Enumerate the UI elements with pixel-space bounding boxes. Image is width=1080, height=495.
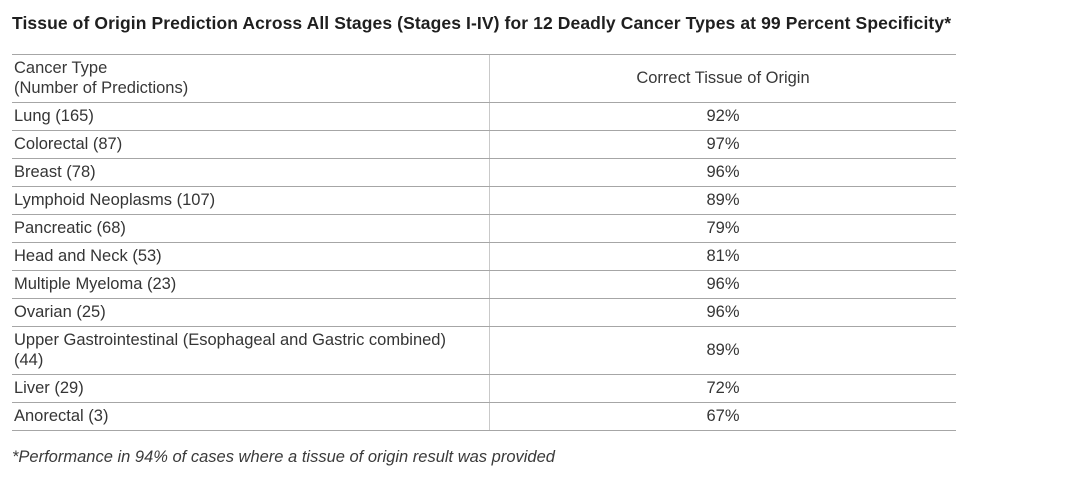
footnote: *Performance in 94% of cases where a tis… <box>12 448 555 466</box>
table-row: Liver (29) 72% <box>12 375 956 403</box>
table-row: Breast (78) 96% <box>12 159 956 187</box>
percentage-cell: 97% <box>706 135 740 153</box>
table-row: Head and Neck (53) 81% <box>12 243 956 271</box>
figure-title: Tissue of Origin Prediction Across All S… <box>12 13 952 33</box>
table-row: Ovarian (25) 96% <box>12 299 956 327</box>
cancer-type-cell: Multiple Myeloma (23) <box>12 271 490 298</box>
cancer-type-cell: Lung (165) <box>12 103 490 130</box>
table-row: Lymphoid Neoplasms (107) 89% <box>12 187 956 215</box>
cancer-type-cell: Breast (78) <box>12 159 490 186</box>
percentage-cell: 81% <box>706 247 740 265</box>
cancer-type-cell: Upper Gastrointestinal (Esophageal and G… <box>12 327 490 374</box>
cancer-type-cell: Anorectal (3) <box>12 403 490 430</box>
cancer-type-cell: Lymphoid Neoplasms (107) <box>12 187 490 214</box>
percentage-cell: 96% <box>706 275 740 293</box>
percentage-cell: 79% <box>706 219 740 237</box>
percentage-cell: 96% <box>706 163 740 181</box>
cancer-type-cell: Colorectal (87) <box>12 131 490 158</box>
percentage-cell: 89% <box>706 341 740 359</box>
header-cancer-type: Cancer Type (Number of Predictions) <box>12 55 490 102</box>
table-row: Upper Gastrointestinal (Esophageal and G… <box>12 327 956 375</box>
cancer-type-cell: Head and Neck (53) <box>12 243 490 270</box>
percentage-cell: 89% <box>706 191 740 209</box>
table-row: Lung (165) 92% <box>12 103 956 131</box>
table-header-row: Cancer Type (Number of Predictions) Corr… <box>12 55 956 103</box>
table-row: Anorectal (3) 67% <box>12 403 956 431</box>
percentage-cell: 96% <box>706 303 740 321</box>
percentage-cell: 92% <box>706 107 740 125</box>
percentage-cell: 67% <box>706 407 740 425</box>
cancer-type-cell: Ovarian (25) <box>12 299 490 326</box>
cancer-type-cell: Pancreatic (68) <box>12 215 490 242</box>
table-row: Colorectal (87) 97% <box>12 131 956 159</box>
percentage-cell: 72% <box>706 379 740 397</box>
table-row: Pancreatic (68) 79% <box>12 215 956 243</box>
table-row: Multiple Myeloma (23) 96% <box>12 271 956 299</box>
data-table: Cancer Type (Number of Predictions) Corr… <box>12 54 956 431</box>
header-correct-tissue-of-origin: Correct Tissue of Origin <box>636 69 810 87</box>
cancer-type-cell: Liver (29) <box>12 375 490 402</box>
